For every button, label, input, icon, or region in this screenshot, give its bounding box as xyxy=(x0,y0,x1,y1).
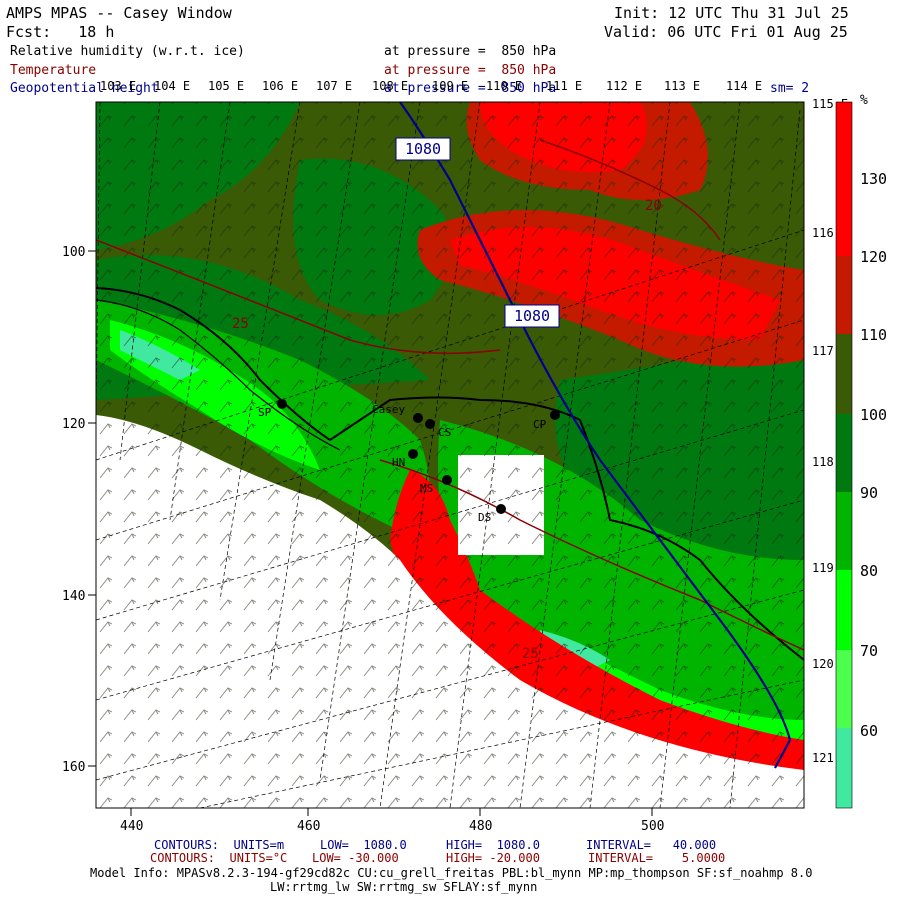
x-tick-label: 480 xyxy=(469,819,492,834)
field-temp-name: Temperature xyxy=(10,63,97,78)
lon-label: 112 E xyxy=(606,79,642,93)
model-info-line2: LW:rrtmg_lw SW:rrtmg_sw SFLAY:sf_mynn xyxy=(270,880,538,894)
top-longitude-labels: 103 E 104 E 105 E 106 E 107 E 108 E 109 … xyxy=(100,79,762,93)
lon-label: 103 E xyxy=(100,79,136,93)
station-marker-cs[interactable] xyxy=(425,419,435,429)
x-tick-label: 440 xyxy=(120,819,143,834)
height-label-top: 1080 xyxy=(405,140,441,158)
height-label-mid: 1080 xyxy=(514,307,550,325)
lon-label: 111 E xyxy=(546,79,582,93)
lon-label: 105 E xyxy=(208,79,244,93)
valid-time: Valid: 06 UTC Fri 01 Aug 25 xyxy=(604,23,848,41)
y-tick-label: 100 xyxy=(62,245,85,260)
stations: SP Casey CS CP HN MS DS xyxy=(258,399,560,524)
contours-height-high: HIGH= 1080.0 xyxy=(446,838,540,852)
smoothing-label: sm= 2 xyxy=(770,81,810,96)
temp-contour-minus-25-north xyxy=(96,239,501,355)
lon-label: 110 E xyxy=(486,79,522,93)
lon-label: 106 E xyxy=(262,79,298,93)
temp-label-bottom: 25 xyxy=(522,646,539,662)
colorbar-swatch xyxy=(836,728,852,808)
field-temp-level: at pressure = 850 hPa xyxy=(384,63,557,78)
forecast-hour: Fcst: 18 h xyxy=(6,23,115,41)
contours-temp-interval: INTERVAL= 5.0000 xyxy=(588,851,726,865)
temp-label-left: 25 xyxy=(232,316,249,332)
field-rh-level: at pressure = 850 hPa xyxy=(384,44,557,59)
y-tick-label: 120 xyxy=(62,417,85,432)
y-tick-label: 140 xyxy=(62,589,85,604)
x-tick-label: 460 xyxy=(297,819,320,834)
station-marker-casey[interactable] xyxy=(413,413,423,423)
colorbar-swatch xyxy=(836,102,852,178)
station-label-sp: SP xyxy=(258,406,272,419)
colorbar-label: 120 xyxy=(860,248,887,266)
station-marker-ds[interactable] xyxy=(496,504,506,514)
contours-height-low: LOW= 1080.0 xyxy=(320,838,407,852)
temp-contour-minus-25-south xyxy=(379,459,804,651)
lon-label: 107 E xyxy=(316,79,352,93)
station-label-casey: Casey xyxy=(372,403,405,416)
contours-height-interval: INTERVAL= 40.000 xyxy=(586,838,717,852)
height-label-box-mid xyxy=(504,304,560,328)
station-marker-sp[interactable] xyxy=(277,399,287,409)
contours-temp-high: HIGH= -20.000 xyxy=(446,851,540,865)
colorbar-label: 60 xyxy=(860,722,878,740)
colorbar-unit: % xyxy=(860,93,868,108)
colorbar-label: 100 xyxy=(860,406,887,424)
height-contour-1080 xyxy=(399,102,792,769)
colorbar-label: 130 xyxy=(860,170,887,188)
colorbar: % 130 120 110 100 90 80 70 60 xyxy=(835,93,887,809)
station-label-cs: CS xyxy=(438,426,451,439)
lon-label: 114 E xyxy=(726,79,762,93)
lon-label: 104 E xyxy=(154,79,190,93)
field-rh-name: Relative humidity (w.r.t. ice) xyxy=(10,44,245,59)
y-tick-label: 160 xyxy=(62,760,85,775)
coastline-inner xyxy=(96,299,341,451)
colorbar-label: 70 xyxy=(860,642,878,660)
colorbar-label: 80 xyxy=(860,562,878,580)
contours-temp-low: LOW= -30.000 xyxy=(312,851,399,865)
station-label-ms: MS xyxy=(420,482,433,495)
model-info: Model Info: MPASv8.2.3-194-gf29cd82c CU:… xyxy=(90,866,813,880)
lon-label: 109 E xyxy=(432,79,468,93)
colorbar-swatch xyxy=(836,256,852,334)
station-marker-ms[interactable] xyxy=(442,475,452,485)
colorbar-swatch xyxy=(836,570,852,650)
contours-height-prefix: CONTOURS: UNITS=m xyxy=(154,838,285,852)
lon-label: 113 E xyxy=(664,79,700,93)
colorbar-swatch xyxy=(836,334,852,414)
coastline xyxy=(96,287,804,661)
station-marker-hn[interactable] xyxy=(408,449,418,459)
lon-label: 108 E xyxy=(372,79,408,93)
colorbar-label: 90 xyxy=(860,484,878,502)
y-axis: 100 120 140 160 xyxy=(62,245,96,775)
x-axis: 440 460 480 500 xyxy=(120,808,664,834)
station-label-cp: CP xyxy=(533,418,547,431)
colorbar-label: 110 xyxy=(860,326,887,344)
colorbar-swatch xyxy=(836,178,852,256)
height-label-box-top xyxy=(395,137,451,161)
temp-contour-minus-20 xyxy=(539,139,721,241)
contours-temp-prefix: CONTOURS: UNITS=°C xyxy=(150,851,288,865)
colorbar-swatch xyxy=(836,650,852,728)
field-height-name: Geopotential height xyxy=(10,81,159,96)
colorbar-swatch xyxy=(836,414,852,492)
colorbar-swatch xyxy=(836,492,852,570)
wind-barbs xyxy=(96,102,804,808)
init-time: Init: 12 UTC Thu 31 Jul 25 xyxy=(614,4,849,22)
plot-frame xyxy=(95,101,805,809)
field-height-level: at pressure = 850 hPa xyxy=(384,81,557,96)
map-title: AMPS MPAS -- Casey Window xyxy=(6,4,232,22)
map-plot-area xyxy=(96,102,804,808)
x-tick-label: 500 xyxy=(641,819,664,834)
temp-label-top: 20 xyxy=(645,198,662,214)
station-marker-cp[interactable] xyxy=(550,410,560,420)
station-label-hn: HN xyxy=(392,456,405,469)
station-label-ds: DS xyxy=(478,511,491,524)
